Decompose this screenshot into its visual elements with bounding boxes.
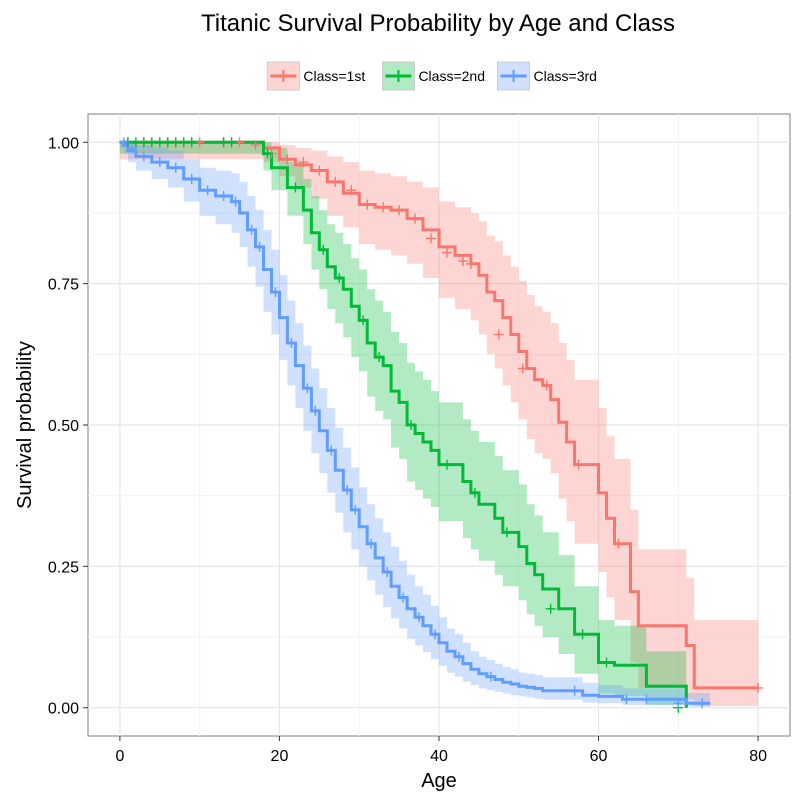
confidence-bands [119, 142, 759, 708]
legend-label-class-1st: Class=1st [303, 68, 365, 84]
censor-class-3rd [430, 629, 441, 640]
y-axis-title: Survival probability [14, 341, 36, 509]
censor-class-2nd [441, 459, 452, 470]
censor-class-2nd [358, 315, 369, 326]
censor-class-1st [330, 176, 341, 187]
x-tick-label: 20 [271, 748, 289, 765]
censor-class-2nd [226, 137, 237, 148]
censor-class-2nd [262, 148, 273, 159]
censor-class-2nd [318, 244, 329, 255]
censor-class-2nd [290, 182, 301, 193]
band-class-3rd [119, 142, 711, 707]
censor-class-3rd [202, 185, 213, 196]
censor-class-1st [378, 202, 389, 213]
censor-class-3rd [154, 157, 165, 168]
censor-class-3rd [286, 338, 297, 349]
censor-class-1st [457, 256, 468, 267]
censor-class-2nd [334, 272, 345, 283]
survival-lines [119, 140, 759, 708]
legend-label-class-3rd: Class=3rd [534, 68, 597, 84]
censor-class-2nd [545, 603, 556, 614]
censor-class-1st [753, 682, 764, 693]
censor-class-1st [250, 140, 261, 151]
censor-marks [118, 137, 764, 713]
censor-class-1st [426, 233, 437, 244]
censor-class-3rd [641, 694, 652, 705]
censor-class-2nd [406, 420, 417, 430]
band-class-2nd [119, 142, 687, 708]
x-tick-label: 0 [115, 748, 124, 765]
censor-class-3rd [246, 224, 257, 235]
legend-label-class-2nd: Class=2nd [418, 68, 485, 84]
y-tick-label: 0.00 [48, 701, 79, 718]
censor-class-1st [493, 329, 504, 340]
censor-class-1st [410, 213, 421, 224]
censor-class-3rd [697, 698, 708, 709]
censor-class-3rd [302, 383, 313, 394]
censor-class-1st [362, 199, 373, 210]
legend: Class=1st Class=2nd Class=3rd [266, 61, 597, 91]
censor-class-3rd [485, 671, 496, 682]
censor-class-1st [573, 459, 584, 470]
censor-class-3rd [310, 405, 321, 416]
censor-class-3rd [170, 162, 181, 173]
censor-class-1st [314, 165, 325, 176]
x-tick-label: 80 [749, 748, 767, 765]
legend-item-class-1st: Class=1st [266, 61, 365, 91]
censor-class-1st [517, 363, 528, 374]
censor-class-3rd [270, 287, 281, 298]
censor-class-3rd [218, 190, 229, 201]
censor-class-3rd [398, 592, 409, 603]
censor-class-2nd [469, 487, 480, 498]
censor-class-3rd [254, 241, 265, 252]
censor-class-2nd [186, 137, 197, 148]
censor-class-3rd [382, 567, 393, 578]
censor-class-1st [541, 380, 552, 391]
line-class-2nd [119, 140, 688, 708]
censor-class-3rd [414, 612, 425, 623]
y-tick-label: 0.50 [48, 418, 79, 435]
censor-class-1st [346, 185, 357, 196]
censor-class-1st [394, 205, 405, 216]
censor-class-1st [298, 157, 309, 168]
censor-class-3rd [569, 685, 580, 696]
plot-area [87, 113, 791, 737]
y-tick-label: 1.00 [48, 135, 79, 152]
x-axis-title: Age [421, 770, 457, 792]
line-class-1st [119, 140, 759, 690]
censor-class-3rd [326, 445, 337, 456]
censor-class-1st [613, 538, 624, 549]
censor-class-3rd [453, 651, 464, 662]
y-axis: 0.00 0.25 0.50 0.75 1.00 [48, 135, 88, 718]
legend-item-class-3rd: Class=3rd [497, 61, 597, 91]
censor-class-3rd [186, 174, 197, 185]
line-class-3rd [119, 140, 711, 705]
censor-class-2nd [601, 657, 612, 668]
censor-class-3rd [366, 538, 377, 549]
censor-class-3rd [342, 485, 353, 496]
censor-class-3rd [126, 142, 137, 153]
x-axis: 0 20 40 60 80 [115, 736, 767, 765]
chart-title: Titanic Survival Probability by Age and … [201, 10, 675, 37]
censor-class-2nd [577, 629, 588, 640]
censor-class-2nd [374, 352, 385, 363]
grid [88, 114, 790, 736]
censor-class-2nd [501, 527, 512, 538]
band-class-1st [119, 142, 759, 707]
censor-class-1st [465, 258, 476, 269]
y-tick-label: 0.25 [48, 559, 79, 576]
censor-class-3rd [118, 137, 129, 148]
censor-class-3rd [673, 698, 684, 709]
censor-class-3rd [350, 504, 361, 515]
censor-class-3rd [138, 151, 149, 162]
censor-class-3rd [621, 694, 632, 705]
censor-class-1st [441, 247, 452, 258]
y-tick-label: 0.75 [48, 277, 79, 294]
x-tick-label: 40 [430, 748, 448, 765]
censor-class-3rd [230, 196, 241, 207]
censor-class-1st [282, 154, 293, 165]
legend-item-class-2nd: Class=2nd [381, 61, 485, 91]
x-tick-label: 60 [590, 748, 608, 765]
